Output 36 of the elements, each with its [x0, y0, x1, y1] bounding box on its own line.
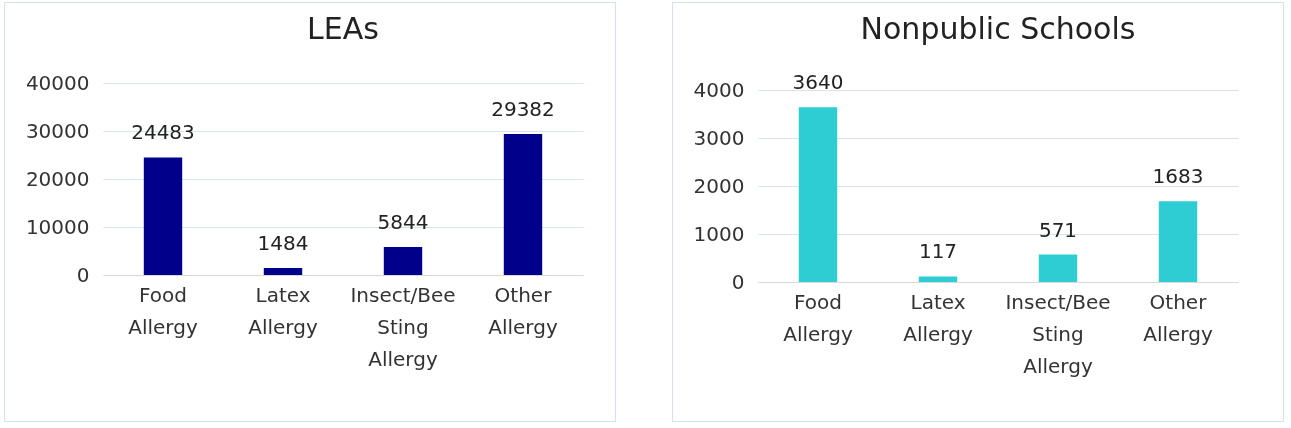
bar: [1158, 201, 1198, 282]
data-label: 117: [918, 239, 958, 264]
x-tick-label: Insect/Bee Sting Allergy: [1005, 289, 1111, 378]
bar: [503, 133, 543, 275]
y-tick-label: 20000: [25, 166, 90, 191]
x-tick-label: Food Allergy: [783, 289, 853, 346]
data-label: 3640: [792, 70, 844, 95]
y-tick-label: 30000: [25, 118, 90, 143]
y-tick-label: 0: [76, 262, 90, 287]
chart-title: Nonpublic Schools: [860, 11, 1136, 47]
chart-title: LEAs: [307, 11, 379, 46]
x-tick-label: Other Allergy: [1143, 289, 1213, 346]
y-tick-label: 0: [731, 269, 745, 294]
data-label: 1484: [257, 230, 309, 255]
data-label: 571: [1038, 217, 1078, 242]
x-tick-label: Latex Allergy: [903, 289, 973, 346]
bar: [263, 267, 303, 275]
bar: [143, 157, 183, 275]
x-tick-label: Insect/Bee Sting Allergy: [350, 282, 456, 371]
bar: [798, 107, 838, 282]
y-tick-label: 3000: [693, 125, 745, 150]
data-label: 24483: [131, 120, 195, 145]
bar: [918, 276, 958, 282]
x-tick-label: Latex Allergy: [248, 282, 318, 339]
y-tick-label: 2000: [693, 173, 745, 198]
data-label: 29382: [491, 96, 555, 121]
y-tick-label: 1000: [693, 221, 745, 246]
bar: [1038, 254, 1078, 282]
y-tick-label: 40000: [25, 70, 90, 95]
x-tick-label: Food Allergy: [128, 282, 198, 339]
bar: [383, 246, 423, 275]
y-tick-label: 10000: [25, 214, 90, 239]
y-tick-label: 4000: [693, 77, 745, 102]
x-tick-label: Other Allergy: [488, 282, 558, 339]
data-label: 5844: [377, 209, 429, 234]
data-label: 1683: [1152, 164, 1204, 189]
